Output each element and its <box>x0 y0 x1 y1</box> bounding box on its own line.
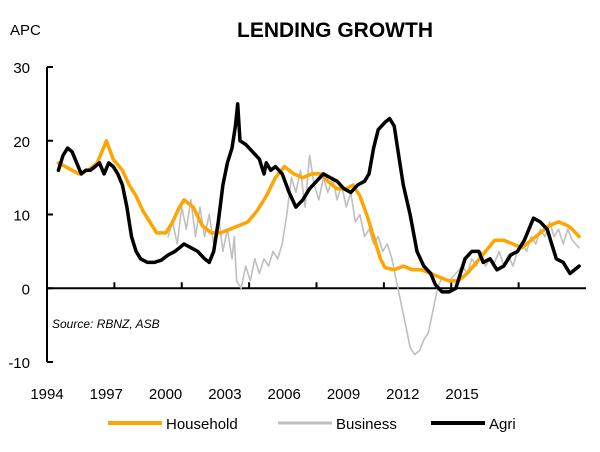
y-tick-label: 20 <box>13 134 30 151</box>
source-note: Source: RBNZ, ASB <box>52 317 160 331</box>
x-tick-label: 1997 <box>90 386 123 403</box>
y-tick-label: 30 <box>13 60 30 77</box>
x-axis-tick-labels: 1994 1997 2000 2003 2006 2009 2012 2015 <box>30 386 478 403</box>
x-axis-ticks <box>113 282 520 289</box>
x-tick-label: 2006 <box>268 386 301 403</box>
legend: Household Business Agri <box>108 416 516 433</box>
x-tick-label: 2003 <box>208 386 241 403</box>
y-axis-tick-labels: 30 20 10 0 -10 <box>8 60 30 372</box>
series-line-household <box>56 139 581 283</box>
y-unit-label: APC <box>10 22 41 39</box>
legend-label-household: Household <box>166 416 238 433</box>
y-tick-label: 0 <box>22 281 30 298</box>
series-line-agri <box>56 102 581 294</box>
series-line-business <box>167 154 580 356</box>
x-tick-label: 1994 <box>30 386 63 403</box>
chart-title: LENDING GROWTH <box>237 19 433 42</box>
x-tick-label: 2009 <box>327 386 360 403</box>
x-tick-label: 2012 <box>386 386 419 403</box>
legend-label-agri: Agri <box>489 416 516 433</box>
y-tick-label: 10 <box>13 208 30 225</box>
x-tick-label: 2000 <box>149 386 182 403</box>
legend-label-business: Business <box>336 416 397 433</box>
x-tick-label: 2015 <box>445 386 478 403</box>
series-lines <box>56 102 581 356</box>
y-tick-label: -10 <box>8 355 30 372</box>
